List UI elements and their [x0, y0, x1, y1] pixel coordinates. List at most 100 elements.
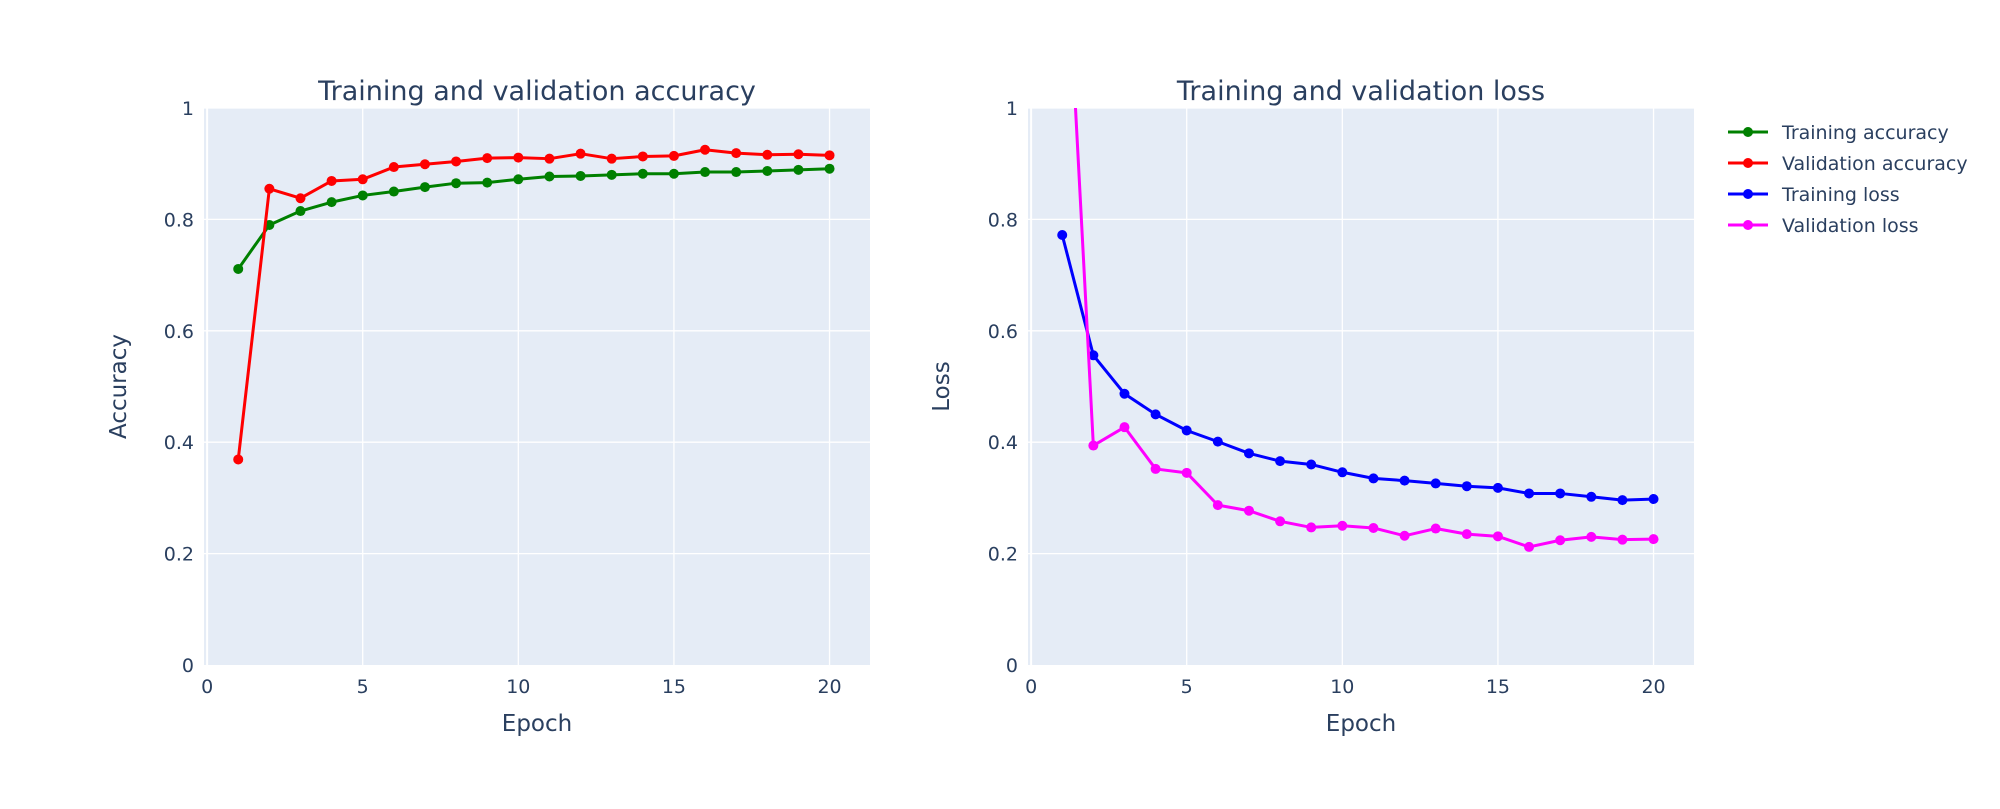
validation-accuracy-point: [388, 162, 399, 173]
y-tick-label: 0.2: [164, 544, 194, 566]
y-tick-label: 1: [182, 98, 194, 120]
plot-title: Training and validation loss: [1176, 76, 1545, 107]
validation-loss-point: [1492, 531, 1503, 542]
validation-loss-point: [1275, 516, 1286, 527]
validation-loss-point: [1119, 422, 1130, 433]
training-accuracy-line: [237, 167, 830, 270]
legend-label: Validation accuracy: [1782, 153, 1968, 175]
accuracy-subplot: 0 5 10 15 20 0 0.2 0.4 0.6 0.8 1 Training and valid…: [106, 76, 870, 737]
training-loss-point: [1399, 475, 1410, 486]
validation-accuracy-point: [326, 175, 337, 186]
x-tick-label: 5: [357, 676, 369, 698]
validation-loss-point: [1524, 541, 1535, 552]
validation-loss-point: [1399, 530, 1410, 541]
training-loss-point: [1119, 388, 1130, 399]
x-axis-title: Epoch: [502, 711, 572, 737]
plot-title: Training and validation accuracy: [317, 76, 756, 107]
legend-item-validation-accuracy: Validation accuracy: [1728, 153, 1968, 175]
training-loss-point: [1057, 229, 1068, 240]
y-tick-label: 0.8: [988, 209, 1018, 231]
training-loss-point: [1524, 488, 1535, 499]
validation-loss-line: [1073, 108, 1654, 549]
validation-loss-point: [1555, 535, 1566, 546]
validation-loss-point: [1617, 534, 1628, 545]
training-loss-line: [1060, 234, 1654, 502]
training-accuracy-point: [637, 168, 648, 179]
legend-label: Training loss: [1781, 184, 1900, 206]
training-loss-point: [1275, 456, 1286, 467]
x-tick-label: 5: [1181, 676, 1193, 698]
training-accuracy-point: [700, 167, 711, 178]
y-tick-label: 0.4: [164, 432, 194, 454]
legend-item-training-accuracy: Training accuracy: [1728, 122, 1949, 144]
legend: Training accuracy Validation accuracy Trai…: [1728, 122, 1968, 237]
training-loss-point: [1150, 409, 1161, 420]
x-tick-label: 15: [662, 676, 686, 698]
y-tick-label: 1: [1006, 98, 1018, 120]
training-accuracy-point: [762, 165, 773, 176]
legend-swatch-marker: [1743, 220, 1753, 230]
validation-accuracy-point: [544, 153, 555, 164]
validation-accuracy-point: [606, 153, 617, 164]
y-tick-label: 0.6: [164, 321, 194, 343]
validation-loss-point: [1306, 522, 1317, 533]
training-accuracy-point: [482, 177, 493, 188]
training-accuracy-point: [606, 169, 617, 180]
training-accuracy-point: [388, 186, 399, 197]
training-accuracy-point: [295, 206, 306, 217]
legend-swatch-marker: [1743, 127, 1753, 137]
training-loss-point: [1430, 478, 1441, 489]
validation-accuracy-point: [700, 144, 711, 155]
validation-loss-point: [1150, 463, 1161, 474]
training-loss-point: [1181, 425, 1192, 436]
validation-loss-point: [1586, 531, 1597, 542]
training-loss-point: [1243, 448, 1254, 459]
validation-accuracy-point: [668, 150, 679, 161]
legend-item-training-loss: Training loss: [1728, 184, 1900, 206]
validation-accuracy-point: [824, 150, 835, 161]
validation-accuracy-point: [295, 193, 306, 204]
training-accuracy-point: [326, 197, 337, 208]
y-tick-label: 0: [1006, 655, 1018, 677]
y-tick-label: 0: [182, 655, 194, 677]
training-accuracy-point: [824, 163, 835, 174]
training-loss-point: [1461, 481, 1472, 492]
validation-accuracy-point: [793, 149, 804, 160]
training-accuracy-point: [513, 174, 524, 185]
validation-accuracy-line: [236, 148, 830, 460]
validation-loss-point: [1461, 529, 1472, 540]
training-accuracy-point: [793, 164, 804, 175]
x-tick-label: 20: [817, 676, 841, 698]
validation-accuracy-point: [357, 174, 368, 185]
y-axis-title: Loss: [929, 361, 955, 411]
x-tick-label: 0: [201, 676, 213, 698]
training-loss-point: [1586, 491, 1597, 502]
validation-loss-point: [1648, 534, 1659, 545]
validation-accuracy-point: [264, 183, 275, 194]
training-accuracy-point: [731, 167, 742, 178]
legend-swatch-marker: [1743, 189, 1753, 199]
x-tick-label: 15: [1486, 676, 1510, 698]
training-loss-point: [1212, 436, 1223, 447]
training-accuracy-point: [357, 190, 368, 201]
training-accuracy-point: [419, 182, 430, 193]
validation-loss-point: [1181, 467, 1192, 478]
series-layer: [1057, 108, 1659, 552]
validation-accuracy-point: [482, 153, 493, 164]
x-tick-label: 20: [1641, 676, 1665, 698]
training-loss-point: [1648, 494, 1659, 505]
y-tick-label: 0.6: [988, 321, 1018, 343]
validation-accuracy-point: [762, 149, 773, 160]
series-layer: [233, 144, 835, 465]
validation-accuracy-point: [451, 156, 462, 167]
validation-accuracy-point: [513, 152, 524, 163]
training-accuracy-point: [668, 168, 679, 179]
loss-subplot: 0 5 10 15 20 0 0.2 0.4 0.6 0.8 1 Training and valid…: [929, 76, 1694, 737]
validation-accuracy-point: [637, 151, 648, 162]
training-accuracy-point: [451, 178, 462, 189]
y-tick-label: 0.8: [164, 209, 194, 231]
training-accuracy-point: [575, 170, 586, 181]
legend-label: Training accuracy: [1781, 122, 1949, 144]
training-accuracy-point: [233, 263, 244, 274]
